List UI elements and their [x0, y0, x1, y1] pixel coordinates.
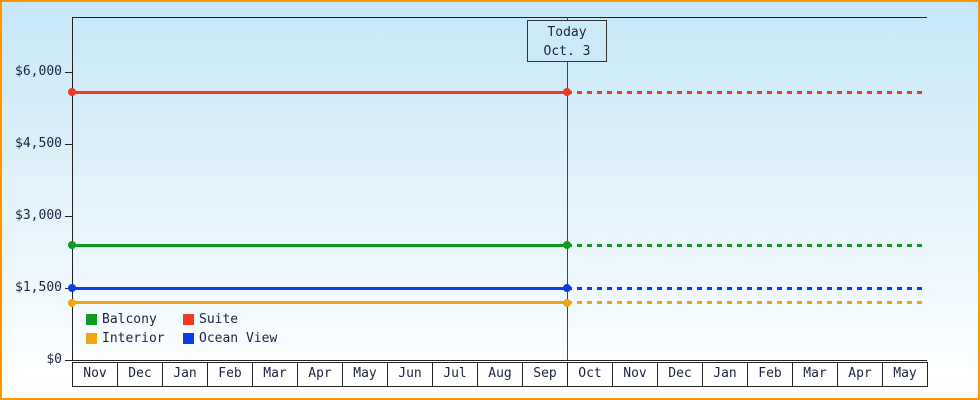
legend-label: Ocean View [199, 331, 278, 346]
x-axis-month-7: Jun [388, 363, 433, 386]
y-axis-label: $0 [46, 352, 62, 367]
y-axis-tick [65, 144, 72, 145]
today-label-box: Today Oct. 3 [527, 20, 607, 62]
y-axis-label: $6,000 [15, 64, 62, 79]
legend-swatch-suite [183, 314, 194, 325]
series-marker-ocean-view [563, 284, 571, 293]
series-marker-interior [68, 298, 76, 307]
series-line-interior-projected [567, 301, 927, 305]
y-axis-tick [65, 72, 72, 73]
legend: Balcony Suite Interior Ocean View [86, 313, 277, 345]
x-axis-month-2: Jan [163, 363, 208, 386]
legend-label: Suite [199, 312, 239, 327]
y-axis-line [72, 17, 73, 360]
series-marker-balcony [68, 241, 76, 250]
today-label-line1: Today [547, 25, 587, 40]
x-axis-line [72, 360, 927, 361]
legend-swatch-balcony [86, 314, 97, 325]
series-marker-suite [563, 88, 571, 97]
series-marker-balcony [563, 241, 571, 250]
x-axis-month-12: Nov [613, 363, 658, 386]
x-axis-month-14: Jan [703, 363, 748, 386]
legend-label: Balcony [102, 312, 157, 327]
series-marker-ocean-view [68, 284, 76, 293]
x-axis-month-16: Mar [793, 363, 838, 386]
x-axis-month-15: Feb [748, 363, 793, 386]
legend-label: Interior [102, 331, 165, 346]
x-axis-month-18: May [893, 366, 917, 381]
plot-top-line [72, 17, 927, 18]
series-marker-suite [68, 88, 76, 97]
series-line-suite [72, 90, 567, 94]
x-axis-month-6: May [343, 363, 388, 386]
y-axis-label: $4,500 [15, 136, 62, 151]
series-line-balcony [72, 243, 567, 247]
x-axis-month-3: Feb [208, 363, 253, 386]
series-line-balcony-projected [567, 243, 927, 247]
legend-item-ocean-view: Ocean View [183, 332, 277, 345]
legend-swatch-ocean-view [183, 333, 194, 344]
series-line-ocean-view-projected [567, 286, 927, 290]
y-axis-label: $3,000 [15, 208, 62, 223]
y-axis-label: $1,500 [15, 280, 62, 295]
x-axis-month-13: Dec [658, 363, 703, 386]
x-axis-month-5: Apr [298, 363, 343, 386]
x-axis-month-9: Aug [478, 363, 523, 386]
legend-item-interior: Interior [86, 332, 183, 345]
series-line-ocean-view [72, 286, 567, 290]
x-axis-month-4: Mar [253, 363, 298, 386]
today-label-line2: Oct. 3 [543, 44, 591, 59]
y-axis-tick [65, 216, 72, 217]
series-line-suite-projected [567, 90, 927, 94]
x-axis-month-8: Jul [433, 363, 478, 386]
y-axis-tick [65, 360, 72, 361]
x-axis-month-0: Nov [73, 363, 118, 386]
x-axis-month-11: Oct [568, 363, 613, 386]
legend-item-balcony: Balcony [86, 313, 183, 326]
x-axis-month-17: Apr [838, 363, 883, 386]
x-axis-month-1: Dec [118, 363, 163, 386]
legend-swatch-interior [86, 333, 97, 344]
x-axis: Nov Dec Jan Feb Mar Apr May Jun Jul Aug Sep Oct Nov D… [72, 362, 928, 387]
x-axis-month-10: Sep [523, 363, 568, 386]
today-vertical-line [567, 17, 568, 360]
legend-item-suite: Suite [183, 313, 277, 326]
series-marker-interior [563, 298, 571, 307]
series-line-interior [72, 301, 567, 305]
